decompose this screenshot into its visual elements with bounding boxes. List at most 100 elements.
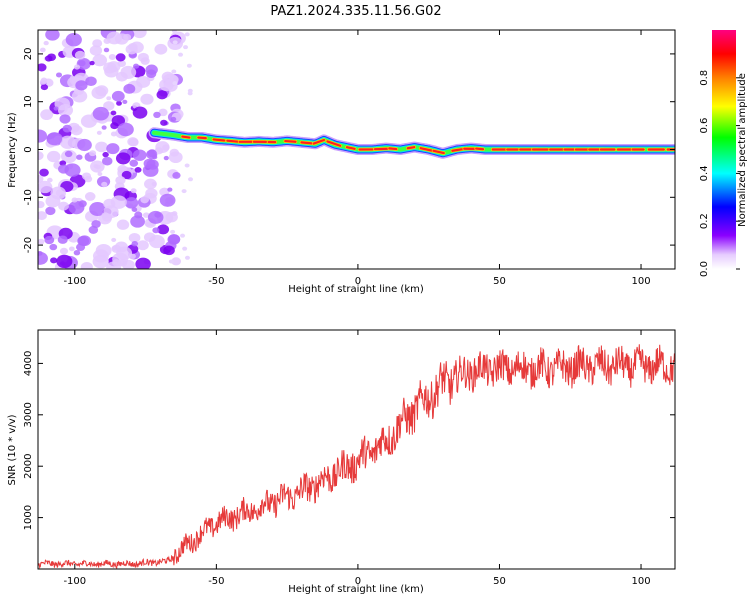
noise-blob bbox=[46, 132, 63, 146]
noise-blob bbox=[78, 200, 87, 208]
noise-blob bbox=[96, 130, 102, 135]
ridge-peak bbox=[475, 147, 485, 151]
noise-blob bbox=[134, 211, 143, 219]
noise-blob bbox=[163, 245, 175, 256]
noise-blob bbox=[38, 211, 47, 220]
x-tick-label: 100 bbox=[631, 276, 650, 287]
noise-blob bbox=[172, 171, 181, 179]
noise-blob bbox=[38, 238, 45, 245]
noise-blob bbox=[184, 163, 190, 168]
noise-blob bbox=[106, 143, 120, 155]
noise-blob bbox=[58, 201, 69, 211]
noise-blob bbox=[102, 156, 113, 166]
spectrogram-x-ticks: -100 -50 0 50 100 bbox=[63, 30, 651, 287]
noise-blob bbox=[71, 197, 78, 203]
noise-blob bbox=[125, 44, 138, 55]
noise-blob bbox=[101, 125, 107, 130]
noise-blob bbox=[38, 129, 48, 143]
y-tick-label: -20 bbox=[23, 237, 34, 253]
noise-blob bbox=[159, 78, 174, 92]
noise-blob bbox=[136, 240, 149, 251]
noise-blob bbox=[144, 178, 157, 190]
spectrogram-y-ticks: -20 -10 0 10 20 bbox=[23, 48, 675, 253]
colorbar-gradient bbox=[712, 30, 736, 269]
noise-blob bbox=[76, 58, 91, 70]
noise-blob bbox=[74, 50, 86, 60]
noise-blob bbox=[77, 138, 92, 152]
noise-blob bbox=[135, 257, 151, 269]
noise-blob bbox=[122, 99, 128, 104]
noise-blob bbox=[186, 63, 192, 68]
noise-blob bbox=[55, 72, 63, 78]
noise-blob bbox=[95, 243, 112, 258]
noise-blob bbox=[123, 33, 132, 41]
noise-blob bbox=[145, 222, 151, 227]
noise-blob bbox=[95, 164, 101, 170]
noise-blob bbox=[147, 210, 164, 224]
noise-blob bbox=[153, 111, 161, 119]
noise-blob bbox=[65, 33, 82, 47]
y-tick-label: 10 bbox=[23, 95, 34, 108]
noise-blob bbox=[172, 40, 178, 45]
noise-blob bbox=[145, 188, 158, 199]
noise-blob bbox=[167, 187, 173, 192]
x-tick-label: 100 bbox=[631, 576, 650, 587]
noise-blob bbox=[143, 158, 156, 169]
noise-blob bbox=[120, 65, 137, 79]
noise-blob bbox=[172, 81, 178, 86]
noise-blob bbox=[46, 150, 61, 163]
colorbar-ticks: 0.0 0.2 0.4 0.6 0.8 bbox=[699, 70, 740, 277]
ridge-peak bbox=[300, 141, 313, 145]
noise-blob bbox=[102, 213, 113, 222]
colorbar-tick-label: 0.6 bbox=[699, 118, 710, 134]
noise-blob bbox=[115, 152, 131, 165]
noise-blob bbox=[115, 175, 126, 185]
ridge-peak bbox=[326, 140, 342, 147]
noise-blob bbox=[170, 229, 176, 234]
noise-blob bbox=[171, 30, 177, 34]
noise-blob bbox=[171, 257, 182, 266]
noise-blob bbox=[45, 30, 60, 41]
noise-blob bbox=[154, 43, 168, 55]
noise-blob bbox=[137, 52, 149, 63]
noise-blob bbox=[44, 55, 53, 62]
noise-blob bbox=[102, 151, 109, 158]
noise-blob bbox=[110, 131, 117, 137]
noise-blob bbox=[116, 100, 122, 106]
noise-blob bbox=[110, 110, 117, 116]
noise-blob bbox=[38, 251, 48, 265]
noise-blob bbox=[117, 59, 126, 68]
noise-blob bbox=[56, 254, 73, 269]
ridge-peak bbox=[406, 146, 416, 150]
noise-blob bbox=[187, 88, 193, 93]
noise-blob bbox=[47, 177, 53, 183]
noise-blob bbox=[168, 259, 174, 264]
noise-blob bbox=[184, 32, 190, 37]
noise-blob bbox=[128, 138, 139, 147]
noise-blob bbox=[38, 63, 47, 72]
noise-blob bbox=[45, 206, 56, 216]
noise-blob bbox=[39, 168, 49, 177]
noise-blob bbox=[148, 234, 165, 249]
frequency-ridge bbox=[148, 127, 675, 159]
noise-blob bbox=[39, 47, 46, 53]
noise-blob bbox=[170, 116, 177, 122]
noise-blob bbox=[121, 170, 132, 180]
ridge-peak bbox=[197, 136, 207, 140]
ridge-peak bbox=[284, 139, 297, 143]
ridge-peak bbox=[181, 135, 191, 139]
noise-blob bbox=[38, 175, 44, 183]
noise-blob bbox=[182, 246, 188, 251]
noise-blob bbox=[89, 150, 97, 157]
y-tick-label: 4000 bbox=[23, 351, 34, 376]
snr-y-ticks: 1000 2000 3000 4000 bbox=[23, 351, 675, 530]
noise-blob bbox=[103, 101, 115, 111]
noise-blob bbox=[132, 149, 147, 161]
noise-blob bbox=[132, 106, 148, 119]
snr-panel: -100 -50 0 50 100 1000 2000 3000 4000 Height of… bbox=[7, 329, 676, 595]
y-tick-label: 20 bbox=[23, 48, 34, 61]
snr-x-label: Height of straight line (km) bbox=[288, 584, 424, 595]
noise-blob bbox=[117, 122, 134, 137]
colorbar-tick-label: 0.8 bbox=[699, 70, 710, 86]
